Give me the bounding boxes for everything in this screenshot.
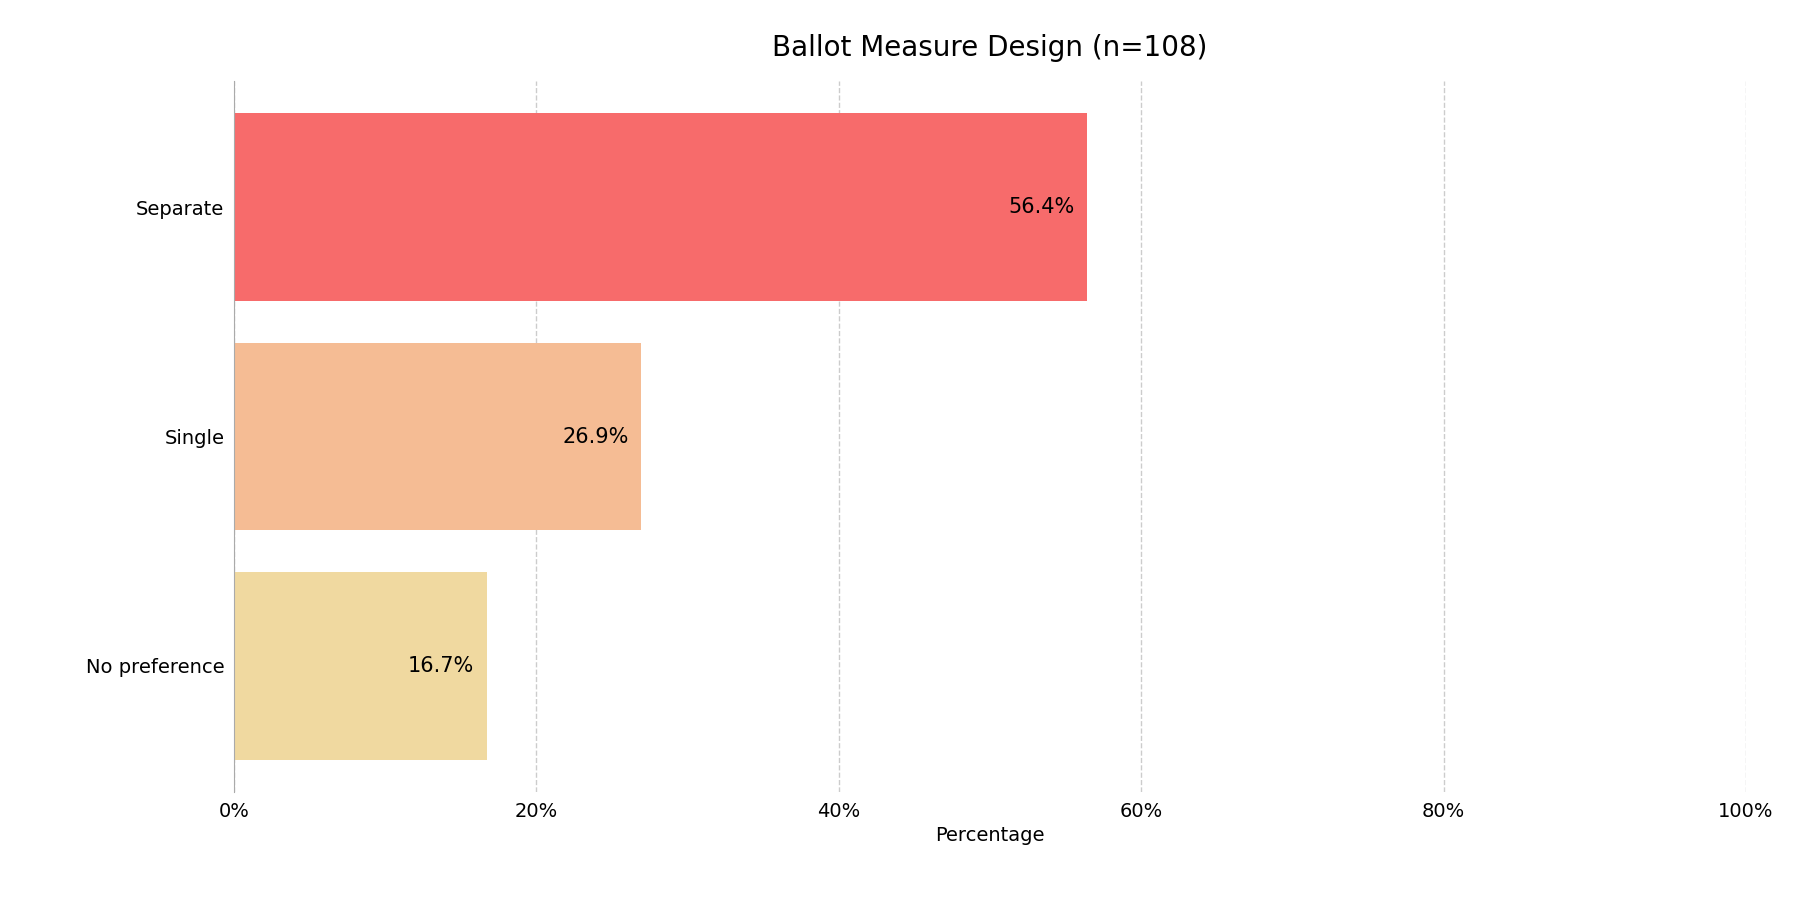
Title: Ballot Measure Design (n=108): Ballot Measure Design (n=108): [772, 34, 1208, 62]
Text: 26.9%: 26.9%: [562, 427, 628, 446]
Bar: [234, 343, 641, 530]
Text: 16.7%: 16.7%: [409, 656, 475, 676]
Bar: [234, 113, 1087, 302]
Text: 56.4%: 56.4%: [1008, 197, 1075, 217]
Bar: [234, 572, 486, 760]
X-axis label: Percentage: Percentage: [936, 826, 1044, 845]
